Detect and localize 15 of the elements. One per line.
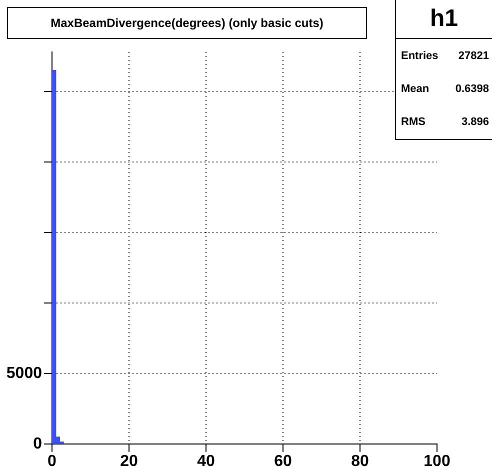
x-tick-label: 40: [197, 453, 215, 467]
x-tick-label: 0: [48, 453, 57, 467]
y-tick-label: 5000: [6, 364, 42, 382]
text: h1: [396, 0, 492, 39]
annotation: RMS: [401, 116, 426, 128]
x-tick-label: 100: [424, 453, 450, 467]
text: 0.6398: [455, 82, 489, 94]
x-tick-label: 60: [274, 453, 292, 467]
text: 3.896: [461, 116, 489, 128]
annotation: Mean: [401, 82, 430, 94]
chart-title: MaxBeamDivergence(degrees) (only basic cuts): [7, 7, 367, 39]
annotation: Entries: [401, 50, 438, 62]
x-tick-label: 20: [120, 453, 138, 467]
text: 27821: [458, 50, 489, 62]
x-tick-label: 80: [351, 453, 369, 467]
